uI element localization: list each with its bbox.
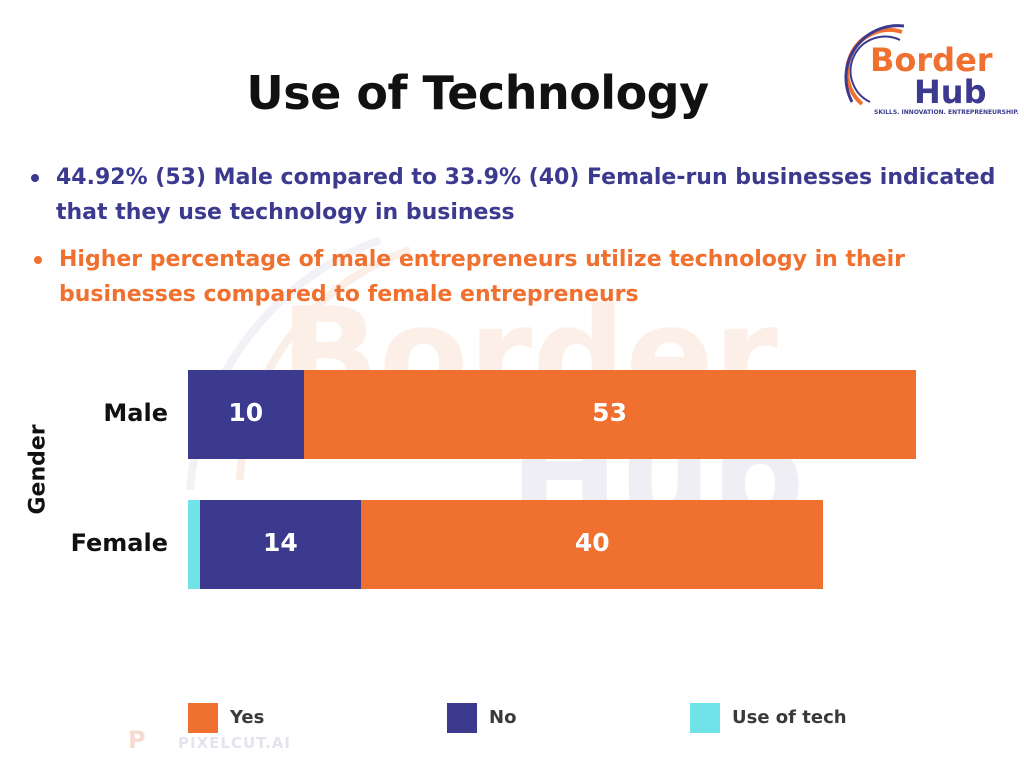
data-label-male-no: 10 [228,397,264,427]
legend-swatch-no [447,703,477,733]
category-label-male: Male [103,398,168,427]
bullet-text-2: Higher percentage of male entrepreneurs … [59,247,905,307]
legend-label-use-of-tech: Use of tech [732,707,847,728]
bullet-text-1: 44.92% (53) Male compared to 33.9% (40) … [56,165,996,225]
data-label-female-yes: 40 [574,527,610,557]
page-title: Use of Technology [246,66,709,120]
legend-swatch-yes [188,703,218,733]
data-label-female-no: 14 [262,527,298,557]
border-hub-logo: Border Hub SKILLS. INNOVATION. ENTREPREN… [842,24,1019,120]
bar-female-no [199,500,362,589]
bullet-point-2: Higher percentage of male entrepreneurs … [34,242,959,312]
pixelcut-watermark: P PIXELCUT.AI [128,726,291,754]
category-label-female: Female [70,528,168,557]
pixelcut-p-icon: P [128,726,146,754]
legend-label-yes: Yes [230,707,265,728]
bar-male-yes [303,370,916,459]
data-label-male-yes: 53 [592,397,627,427]
bar-female-yes [361,500,824,589]
y-axis-label: Gender [25,424,51,515]
bullet-dot-icon [31,174,39,182]
legend-label-no: No [489,707,517,728]
legend-swatch-use-of-tech [690,703,720,733]
bullet-dot-icon [34,256,42,264]
bullet-point-1: 44.92% (53) Male compared to 33.9% (40) … [31,160,996,230]
bar-male-no [188,370,304,459]
bar-female-use-of-tech [188,500,200,589]
